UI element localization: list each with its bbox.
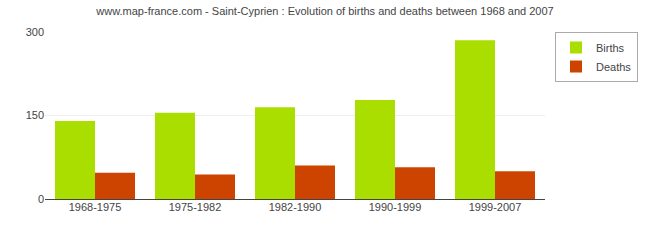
svg-text:Deaths: Deaths: [596, 61, 631, 73]
svg-text:0: 0: [38, 193, 44, 205]
svg-text:1999-2007: 1999-2007: [469, 201, 522, 213]
svg-text:1990-1999: 1990-1999: [369, 201, 422, 213]
svg-text:1975-1982: 1975-1982: [169, 201, 222, 213]
svg-text:www.map-france.com - Saint-Cyp: www.map-france.com - Saint-Cyprien : Evo…: [95, 5, 553, 17]
svg-text:1982-1990: 1982-1990: [269, 201, 322, 213]
svg-text:150: 150: [26, 109, 44, 121]
svg-text:Births: Births: [596, 42, 625, 54]
svg-text:1968-1975: 1968-1975: [69, 201, 122, 213]
svg-text:300: 300: [26, 26, 44, 38]
